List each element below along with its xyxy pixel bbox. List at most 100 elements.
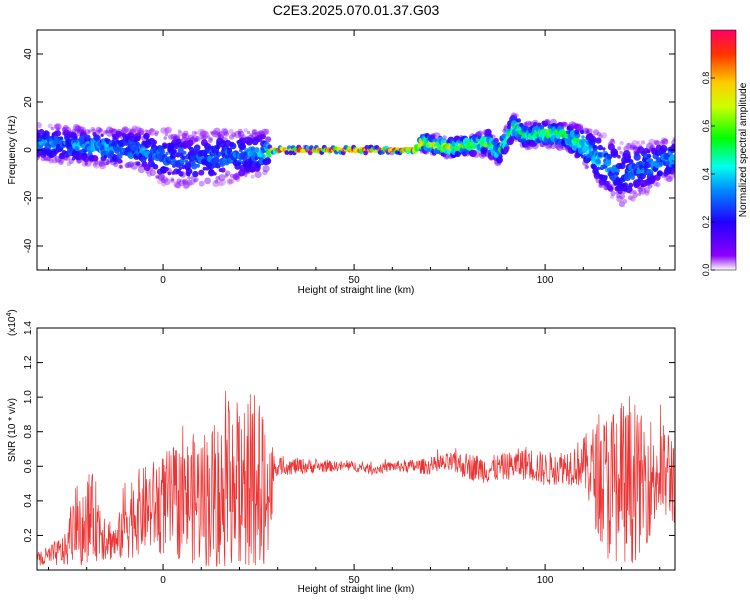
spectrogram-cell [640,140,646,145]
spectrogram-cell [510,114,518,122]
spectrogram-cell [186,179,193,186]
spectrogram-cell [115,130,122,137]
spectrogram-cell [610,148,618,157]
spectrogram-cell [488,155,494,161]
spectrogram-cell [177,130,184,137]
spectrogram-cell [558,122,563,126]
spectrogram-cell [550,143,557,150]
spectrogram-cell [116,153,123,160]
spectrogram-cell [189,179,196,186]
spectrogram-cell [192,170,199,178]
spectrogram-cell [232,173,240,180]
spectrogram-cell [175,152,181,158]
spectrogram-cell [179,138,184,142]
spectrogram-cell [237,130,245,138]
spectrogram-cell [81,161,88,167]
spectrogram-cell [656,170,664,177]
spectrogram-cell [66,161,72,167]
spectrogram-cell [155,175,160,179]
spectrogram-cell [160,127,167,134]
spectrogram-cell [214,179,219,184]
spectrogram-cell [95,129,101,135]
spectrogram-cell [595,158,601,165]
spectrogram-cell [198,180,205,187]
spectrogram-cell [149,128,154,133]
spectrogram-cell [100,133,104,137]
spectrogram-cell [662,138,667,142]
spectrogram-cell [531,142,539,150]
spectrogram-cell [263,128,270,135]
spectrogram-cell [213,131,221,138]
spectrogram-cell [93,158,99,164]
spectrogram-cell [74,125,81,132]
spectrogram-cell [63,125,68,131]
spectrogram-cell [92,161,100,169]
spectrogram-ytick-label: -40 [23,238,34,253]
spectrogram-cell [209,130,214,134]
spectrogram-cell [199,129,207,136]
spectrogram-cell [181,132,187,139]
spectrogram-cell [574,125,578,129]
spectrogram-cell [263,157,272,165]
spectrogram-cell [78,135,86,143]
spectrogram-cell [602,147,606,151]
spectrogram-cell [76,125,82,131]
spectrogram-cell [579,125,583,129]
spectrogram-cell [672,136,675,141]
snr-series-line [37,390,675,567]
spectrogram-cell [137,163,142,168]
spectrogram-cell [91,155,99,162]
spectrogram-cell [491,134,496,139]
spectrogram-cell [544,119,549,124]
spectrogram-axes: 0 50 100 -40 -20 0 20 40 [23,30,675,286]
colorbar-tick-label: 0.8 [701,72,711,85]
spectrogram-cell [623,182,628,188]
spectrogram-cell [94,160,99,165]
spectrogram-cell [97,128,104,134]
spectrogram-cell [212,180,220,188]
spectrogram-cell [187,176,191,180]
spectrogram-cell [636,183,643,190]
spectrogram-cell [672,163,675,169]
spectrogram-cell [244,170,249,174]
spectrogram-cell [598,134,603,139]
spectrogram-cell [586,128,593,135]
spectrogram-cell [173,181,181,188]
spectrogram-cell [524,122,529,127]
spectrogram-cell [639,172,646,180]
spectrogram-cell [654,140,661,146]
spectrogram-cell [138,129,145,136]
spectrogram-cell [163,127,170,134]
spectrogram-cell [227,179,232,184]
spectrogram-cell [228,128,234,134]
spectrogram-cell [165,167,173,174]
spectrogram-cell [185,167,193,175]
spectrogram-cell [155,174,160,179]
spectrogram-cell [260,133,266,140]
spectrogram-cell [595,137,602,144]
spectrogram-cell [152,164,159,170]
spectrogram-cell [134,135,141,142]
spectrogram-cell [40,156,46,162]
spectrogram-cell [71,156,76,161]
spectrogram-cell [625,142,632,149]
spectrogram-cell [217,132,222,138]
spectrogram-cell [233,175,239,181]
spectrogram-marks [37,112,675,208]
spectrogram-cell [37,121,42,129]
spectrogram-xtick-label: 50 [349,275,361,286]
spectrogram-cell [215,162,221,169]
spectrogram-cell [574,123,582,131]
snr-ytick-label: 1.2 [23,355,34,369]
spectrogram-cell [505,143,509,147]
spectrogram-cell [589,139,596,146]
spectrogram-cell [182,150,187,155]
snr-ytick-label: 1.4 [23,321,34,335]
spectrogram-xlabel: Height of straight line (km) [298,285,415,296]
spectrogram-cell [229,173,235,178]
spectrogram-cell [252,129,257,135]
spectrogram-cell [288,150,294,156]
spectrogram-cell [628,159,634,165]
spectrogram-cell [529,121,534,126]
spectrogram-xtick-label: 100 [537,275,554,286]
